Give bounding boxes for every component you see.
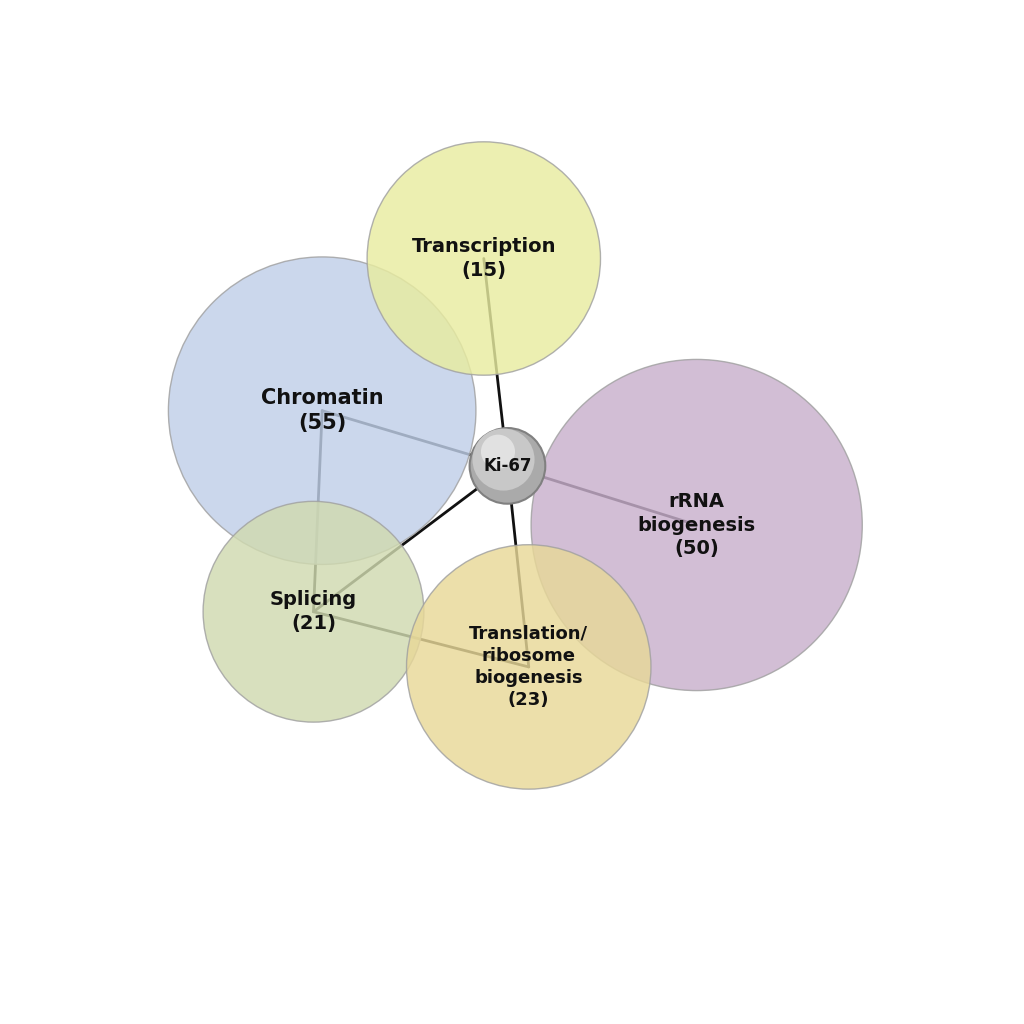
Circle shape (481, 434, 515, 469)
Text: Transcription
(15): Transcription (15) (412, 238, 556, 280)
Text: Splicing
(21): Splicing (21) (270, 591, 357, 633)
Circle shape (470, 428, 546, 504)
Circle shape (407, 545, 651, 790)
Circle shape (472, 428, 535, 490)
Text: Chromatin
(55): Chromatin (55) (261, 388, 383, 433)
Circle shape (367, 141, 600, 375)
Text: Ki-67: Ki-67 (483, 457, 531, 475)
Text: Translation/
ribosome
biogenesis
(23): Translation/ ribosome biogenesis (23) (469, 625, 589, 710)
Circle shape (531, 359, 862, 690)
Text: rRNA
biogenesis
(50): rRNA biogenesis (50) (638, 492, 756, 558)
Circle shape (203, 502, 424, 722)
Circle shape (168, 257, 476, 564)
